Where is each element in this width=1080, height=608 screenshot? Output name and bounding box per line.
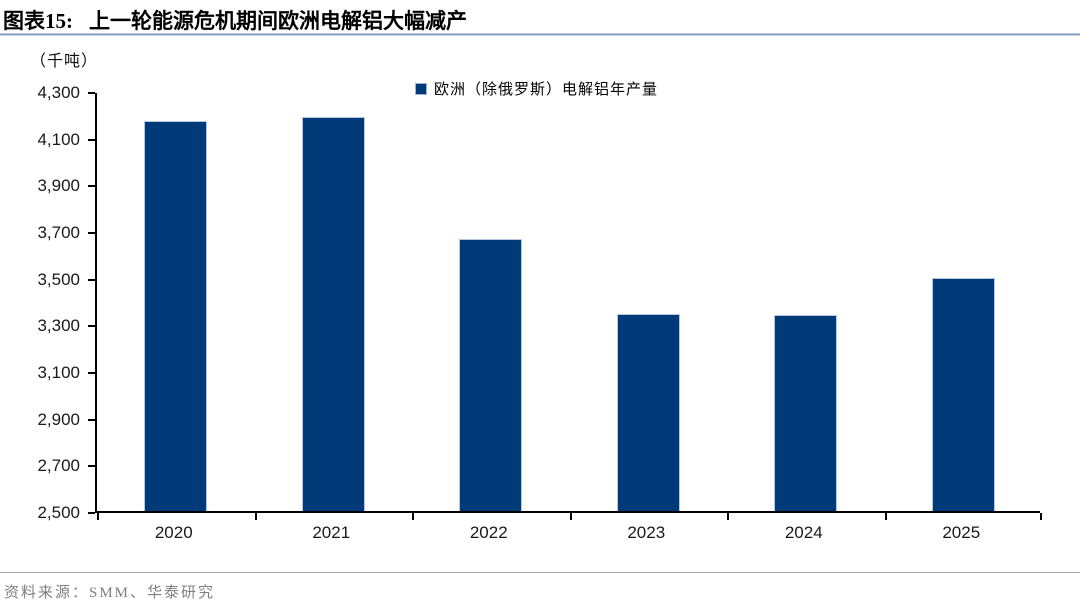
legend-label: 欧洲（除俄罗斯）电解铝年产量 <box>434 82 659 98</box>
x-axis-tick <box>727 513 729 520</box>
footer-divider <box>0 572 1080 573</box>
x-axis-label-2024: 2024 <box>784 523 823 542</box>
x-axis-tick <box>569 513 572 520</box>
source-note: 资料来源：SMM、华泰研究 <box>4 585 216 601</box>
y-axis-tick-label: 3,100 <box>37 363 80 382</box>
x-axis-tick <box>884 513 887 520</box>
x-axis-tick <box>412 513 414 520</box>
y-axis-tick <box>88 465 95 468</box>
figure-label: 图表15: <box>3 9 73 33</box>
y-axis-tick <box>88 138 95 141</box>
y-axis-tick-label: 2,900 <box>37 409 80 429</box>
bar-2024 <box>774 315 838 511</box>
y-axis-tick-label: 3,500 <box>37 269 80 289</box>
bar-2021 <box>301 116 365 511</box>
page-title: 上一轮能源危机期间欧洲电解铝大幅减产 <box>89 9 467 33</box>
x-axis-label-2025: 2025 <box>942 523 981 542</box>
y-axis-tick-label: 2,500 <box>37 503 80 522</box>
bar-chart-plot-area <box>88 92 1042 520</box>
y-axis-unit-label: （千吨） <box>30 53 99 70</box>
y-axis-tick <box>88 185 95 188</box>
y-axis-tick <box>88 325 95 328</box>
y-axis-tick <box>88 512 95 514</box>
x-axis-tick <box>97 513 99 520</box>
y-axis-tick-label: 4,100 <box>37 129 80 149</box>
y-axis-tick-label: 3,300 <box>37 316 80 336</box>
x-axis-label-2021: 2021 <box>312 523 351 542</box>
y-axis-tick <box>88 418 95 421</box>
x-axis-tick <box>1040 513 1042 520</box>
chart-legend: 欧洲（除俄罗斯）电解铝年产量 <box>415 78 658 99</box>
x-axis-tick <box>254 513 257 520</box>
x-axis-label-2020: 2020 <box>154 523 193 542</box>
y-axis-tick <box>88 278 95 281</box>
y-axis-tick <box>88 232 95 234</box>
x-axis-label-2022: 2022 <box>469 523 508 542</box>
y-axis-tick <box>88 372 95 374</box>
y-axis-tick-label: 4,300 <box>37 83 80 102</box>
y-axis-tick-label: 2,700 <box>37 456 80 476</box>
y-axis-tick-label: 3,700 <box>37 223 80 242</box>
bar-2025 <box>931 277 995 511</box>
x-axis-label-2023: 2023 <box>627 523 666 542</box>
bar-2022 <box>459 239 523 511</box>
y-axis-tick <box>88 92 95 94</box>
chart-title-row: 图表15: 上一轮能源危机期间欧洲电解铝大幅减产 <box>3 5 467 35</box>
y-axis-tick-label: 3,900 <box>37 176 80 196</box>
title-divider <box>0 33 1080 36</box>
bar-2020 <box>144 121 208 511</box>
legend-swatch-icon <box>415 82 427 95</box>
bar-2023 <box>616 313 680 511</box>
